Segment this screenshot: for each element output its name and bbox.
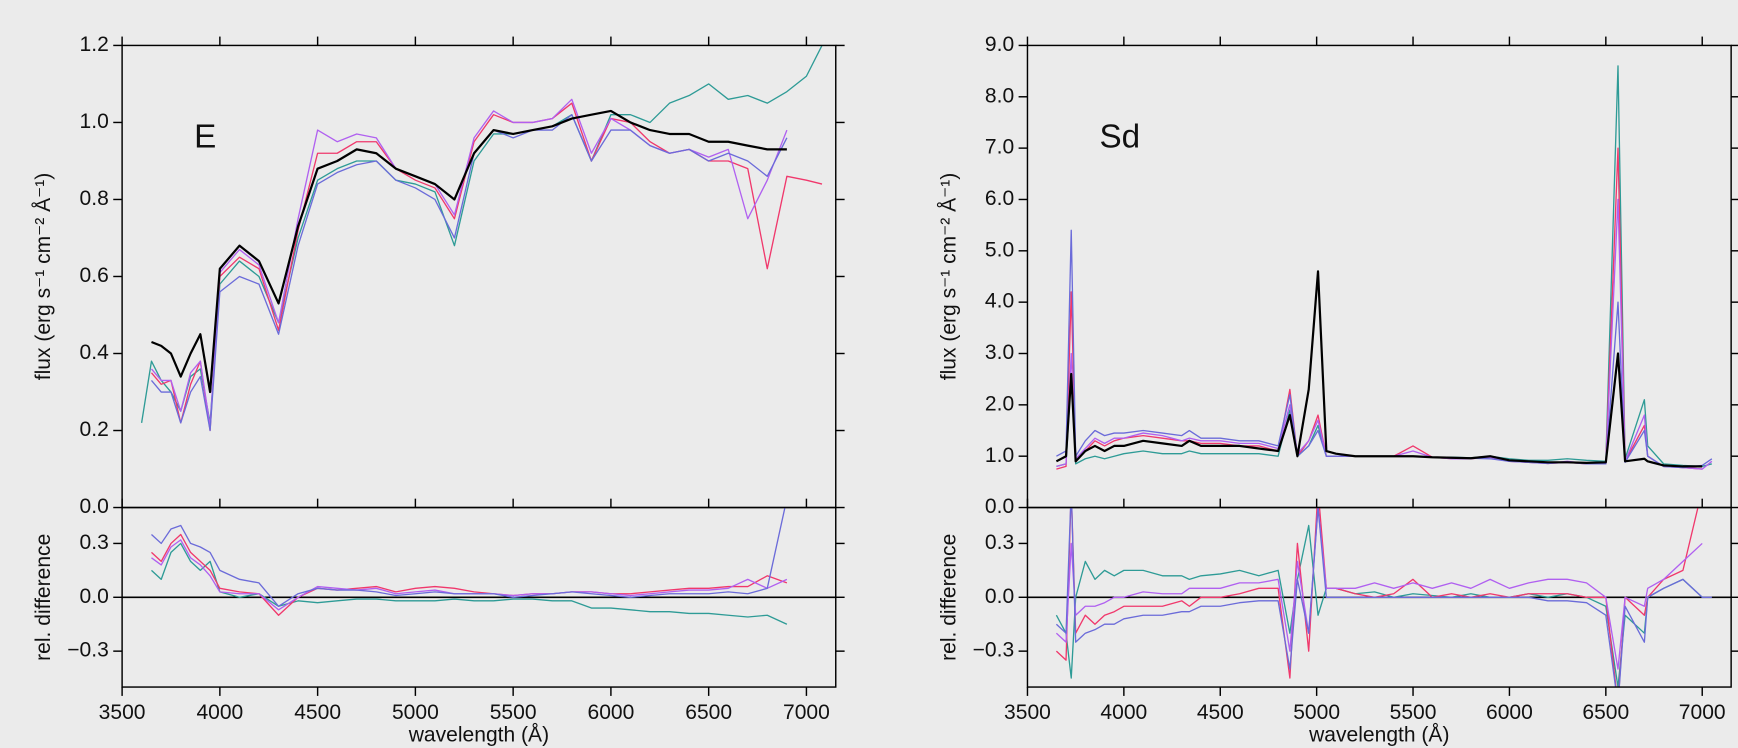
x-tick-label: 6000	[1486, 701, 1533, 724]
y-axis-label: rel. difference	[937, 534, 960, 661]
y-axis-label: flux (erg s⁻¹ cm⁻² Å⁻¹)	[937, 173, 960, 381]
y-tick-label: 7.0	[985, 136, 1014, 159]
y-tick-label: 1.0	[80, 110, 109, 133]
x-tick-label: 5000	[392, 701, 439, 724]
y-tick-label: 2.0	[985, 392, 1014, 415]
x-tick-label: 6500	[1582, 701, 1629, 724]
spectrum-line	[150, 114, 788, 432]
y-tick-label: 0.8	[80, 187, 109, 210]
y-tick-label: 1.0	[985, 444, 1014, 467]
x-tick-label: 5500	[1390, 701, 1437, 724]
y-tick-label: −0.3	[67, 639, 109, 662]
y-tick-label: 5.0	[985, 238, 1014, 261]
spectrum-line	[1055, 507, 1712, 688]
spectrum-line	[1056, 229, 1713, 469]
y-axis-label: flux (erg s⁻¹ cm⁻² Å⁻¹)	[32, 173, 55, 381]
spectrum-line	[151, 542, 788, 625]
x-tick-label: 4500	[1197, 701, 1244, 724]
x-tick-label: 6500	[685, 701, 732, 724]
y-tick-label: 6.0	[985, 187, 1014, 210]
y-tick-label: 0.4	[80, 341, 110, 364]
y-axis-label: rel. difference	[32, 534, 55, 661]
spectrum-line	[151, 539, 788, 611]
x-axis-label: wavelength (Å)	[1308, 723, 1449, 746]
x-tick-label: 7000	[1679, 701, 1726, 724]
spectrum-line	[151, 507, 786, 607]
x-axis-label: wavelength (Å)	[408, 723, 549, 746]
y-tick-label: −0.3	[973, 639, 1015, 662]
x-tick-label: 4000	[1100, 701, 1147, 724]
panel-label: E	[194, 118, 216, 155]
spectrum-line	[151, 109, 787, 394]
y-tick-label: 0.0	[80, 495, 109, 518]
x-tick-label: 4000	[196, 701, 243, 724]
spectrum-line	[151, 533, 788, 616]
y-tick-label: 8.0	[985, 84, 1014, 107]
x-tick-label: 4500	[294, 701, 341, 724]
x-tick-label: 3500	[99, 701, 146, 724]
x-tick-label: 6000	[587, 701, 634, 724]
y-tick-label: 4.0	[985, 290, 1014, 313]
y-tick-label: 0.2	[80, 418, 109, 441]
plot-area	[1027, 507, 1732, 688]
y-tick-label: 3.0	[985, 341, 1014, 364]
y-tick-label: 0.3	[80, 531, 109, 554]
x-tick-label: 5000	[1293, 701, 1340, 724]
x-tick-label: 5500	[490, 701, 537, 724]
x-tick-label: 3500	[1004, 701, 1051, 724]
plot-area	[1055, 65, 1713, 470]
y-tick-label: 0.6	[80, 264, 109, 287]
y-tick-label: 9.0	[985, 33, 1014, 56]
y-tick-label: 0.0	[985, 495, 1014, 518]
spectrum-line	[1055, 507, 1703, 670]
y-tick-label: 1.2	[80, 33, 109, 56]
panel-label: Sd	[1099, 118, 1140, 155]
y-tick-label: 0.3	[985, 531, 1014, 554]
y-tick-label: 0.0	[80, 585, 109, 608]
plot-area	[122, 507, 836, 625]
x-tick-label: 7000	[783, 701, 830, 724]
y-tick-label: 0.0	[985, 585, 1014, 608]
spectrum-line	[1055, 270, 1703, 468]
plot-area	[140, 45, 823, 432]
